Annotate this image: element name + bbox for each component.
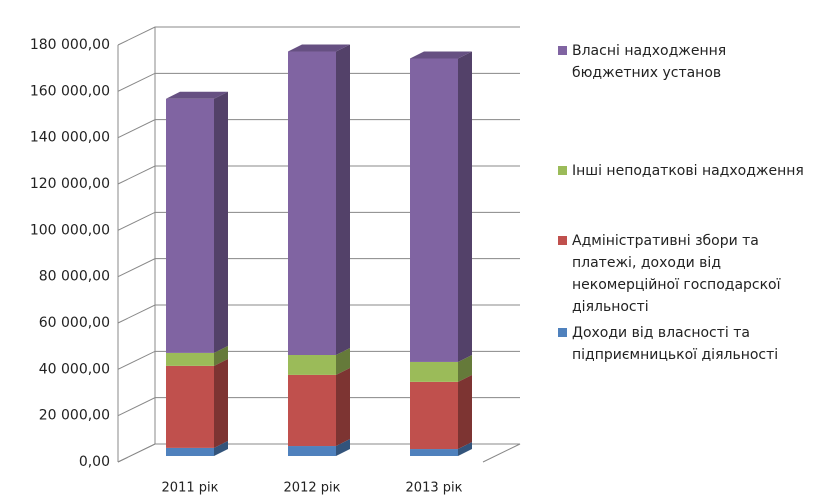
bar-segment [410,354,472,382]
grid-line [117,119,520,139]
legend-entry: Адміністративні збори та платежі, доходи… [558,230,812,318]
y-tick-label: 0,00 [79,454,110,470]
bar-face [288,446,336,456]
bar-face [336,44,350,355]
bar-segment [288,439,350,456]
bar-face [410,361,458,382]
bar-face [166,352,214,366]
y-tick-label: 80 000,00 [39,269,110,285]
y-tick-label: 120 000,00 [30,176,110,192]
bar-face [336,367,350,447]
bar-face [288,354,336,375]
grid-line [117,72,520,92]
grid-line [117,350,520,370]
bar-face [336,347,350,375]
grid-line [117,258,520,278]
bar-segment [166,345,228,366]
y-tick-label: 180 000,00 [30,37,110,53]
legend-swatch [558,166,567,175]
legend-entry: Доходи від власності та підприємницької … [558,322,812,366]
bar-face [410,58,458,362]
bar-segment [166,440,228,456]
legend-swatch [558,328,567,337]
legend-label: Власні надходження бюджетних установ [572,43,727,81]
bar-segment [288,44,350,355]
bar-face [288,51,336,355]
bar-segment [166,358,228,448]
grid-line [117,165,520,185]
legend-swatch [558,236,567,245]
bar-segment [410,374,472,450]
legend-entry: Інші неподаткові надходження [558,160,834,182]
bar-segment [410,51,472,362]
y-tick-label: 60 000,00 [39,315,110,331]
y-tick-label: 100 000,00 [30,222,110,238]
legend-label: Інші неподаткові надходження [572,163,804,179]
legend-entry: Власні надходження бюджетних установ [558,40,812,84]
x-tick-label: 2012 рік [284,481,341,496]
bar-face [410,51,472,59]
legend-label: Адміністративні збори та платежі, доходи… [572,233,781,315]
bar-face [214,440,228,456]
bar-face [166,365,214,448]
bar-segment [166,91,228,353]
bar-face [214,345,228,366]
bar-face [458,374,472,450]
grid-line [117,397,520,417]
legend-swatch [558,46,567,55]
grid-line [117,304,520,324]
y-tick-label: 140 000,00 [30,130,110,146]
bar-face [410,381,458,450]
bar-face [214,358,228,448]
bar-face [166,91,228,99]
bar-face [410,449,458,456]
bar-face [288,44,350,52]
legend-label: Доходи від власності та підприємницької … [572,325,779,363]
bar-face [336,439,350,456]
y-tick-label: 20 000,00 [39,408,110,424]
bar-face [166,98,214,353]
bar-face [288,374,336,447]
bar-face [458,354,472,382]
y-tick-label: 160 000,00 [30,83,110,99]
grid-line [117,26,520,46]
bar-segment [288,367,350,447]
bar-face [166,447,214,456]
bar-face [214,91,228,353]
x-tick-label: 2013 рік [406,481,463,496]
grid-line [117,211,520,231]
y-tick-label: 40 000,00 [39,361,110,377]
grid-line [117,443,520,463]
bar-face [458,51,472,362]
x-tick-label: 2011 рік [162,481,219,496]
bar-face [458,442,472,456]
bar-segment [288,347,350,375]
bar-segment [410,442,472,456]
